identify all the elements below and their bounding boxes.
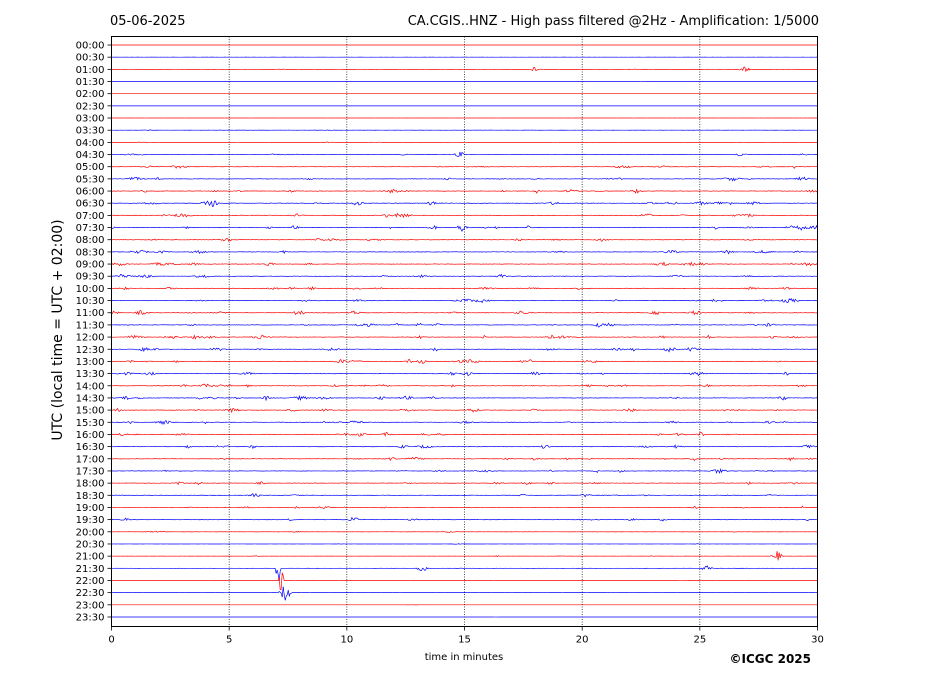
y-tick-label: 12:00 — [76, 333, 105, 344]
y-tick-label: 10:00 — [76, 284, 105, 295]
y-tick-label: 00:30 — [76, 53, 105, 64]
x-tick-label: 25 — [693, 635, 706, 646]
y-tick-label: 09:00 — [76, 260, 105, 271]
y-tick-label: 05:00 — [76, 162, 105, 173]
y-tick-label: 06:00 — [76, 187, 105, 198]
x-tick-label: 10 — [340, 635, 353, 646]
y-tick-label: 16:00 — [76, 430, 105, 441]
y-tick-label: 21:00 — [76, 552, 105, 563]
y-tick-label: 11:30 — [76, 320, 105, 331]
y-tick-label: 17:30 — [76, 466, 105, 477]
y-tick-label: 04:30 — [76, 150, 105, 161]
y-axis-label: UTC (local time = UTC + 02:00) — [50, 219, 66, 440]
y-tick-label: 03:00 — [76, 114, 105, 125]
y-tick-label: 11:00 — [76, 308, 105, 319]
y-tick-label: 14:00 — [76, 381, 105, 392]
y-tick-label: 19:00 — [76, 503, 105, 514]
y-tick-label: 06:30 — [76, 199, 105, 210]
trace-line — [112, 323, 818, 327]
y-tick-label: 02:00 — [76, 89, 105, 100]
grid-lines — [229, 37, 700, 627]
trace-line — [112, 566, 818, 581]
y-tick-label: 00:00 — [76, 41, 105, 52]
y-tick-label: 08:00 — [76, 235, 105, 246]
y-tick-label: 07:30 — [76, 223, 105, 234]
y-tick-label: 01:00 — [76, 65, 105, 76]
trace-lines — [112, 45, 818, 617]
y-tick-label: 07:00 — [76, 211, 105, 222]
y-tick-label: 23:30 — [76, 612, 105, 623]
y-tick-label: 09:30 — [76, 272, 105, 283]
y-tick-label: 13:30 — [76, 369, 105, 380]
chart-date: 05-06-2025 — [110, 14, 186, 29]
y-tick-label: 02:30 — [76, 101, 105, 112]
y-tick-label: 16:30 — [76, 442, 105, 453]
trace-line — [112, 359, 818, 363]
trace-line — [112, 372, 818, 376]
y-tick-label: 01:30 — [76, 77, 105, 88]
y-tick-label: 22:00 — [76, 576, 105, 587]
x-axis-ticks: 0 5 10 15 20 25 30 — [108, 627, 824, 646]
trace-line — [112, 587, 818, 601]
x-tick-label: 5 — [226, 635, 232, 646]
y-tick-label: 13:00 — [76, 357, 105, 368]
y-tick-label: 23:00 — [76, 600, 105, 611]
y-tick-label: 03:30 — [76, 126, 105, 137]
y-tick-label: 22:30 — [76, 588, 105, 599]
copyright-label: ©ICGC 2025 — [729, 652, 811, 666]
y-tick-label: 12:30 — [76, 345, 105, 356]
x-tick-label: 0 — [108, 635, 114, 646]
x-axis-label: time in minutes — [425, 652, 504, 663]
y-tick-label: 04:00 — [76, 138, 105, 149]
y-tick-label: 14:30 — [76, 393, 105, 404]
y-tick-label: 20:00 — [76, 527, 105, 538]
y-tick-label: 05:30 — [76, 174, 105, 185]
y-tick-label: 18:30 — [76, 491, 105, 502]
y-tick-label: 20:30 — [76, 539, 105, 550]
y-tick-label: 18:00 — [76, 479, 105, 490]
x-tick-label: 30 — [811, 635, 824, 646]
chart-title: CA.CGIS..HNZ - High pass filtered @2Hz -… — [408, 14, 819, 29]
y-tick-label: 10:30 — [76, 296, 105, 307]
trace-line — [112, 177, 818, 181]
y-tick-label: 19:30 — [76, 515, 105, 526]
y-tick-label: 08:30 — [76, 247, 105, 258]
x-tick-label: 15 — [458, 635, 471, 646]
y-tick-label: 21:30 — [76, 564, 105, 575]
y-tick-label: 17:00 — [76, 454, 105, 465]
x-tick-label: 20 — [576, 635, 589, 646]
y-tick-label: 15:00 — [76, 406, 105, 417]
y-tick-label: 15:30 — [76, 418, 105, 429]
trace-line — [112, 551, 818, 560]
